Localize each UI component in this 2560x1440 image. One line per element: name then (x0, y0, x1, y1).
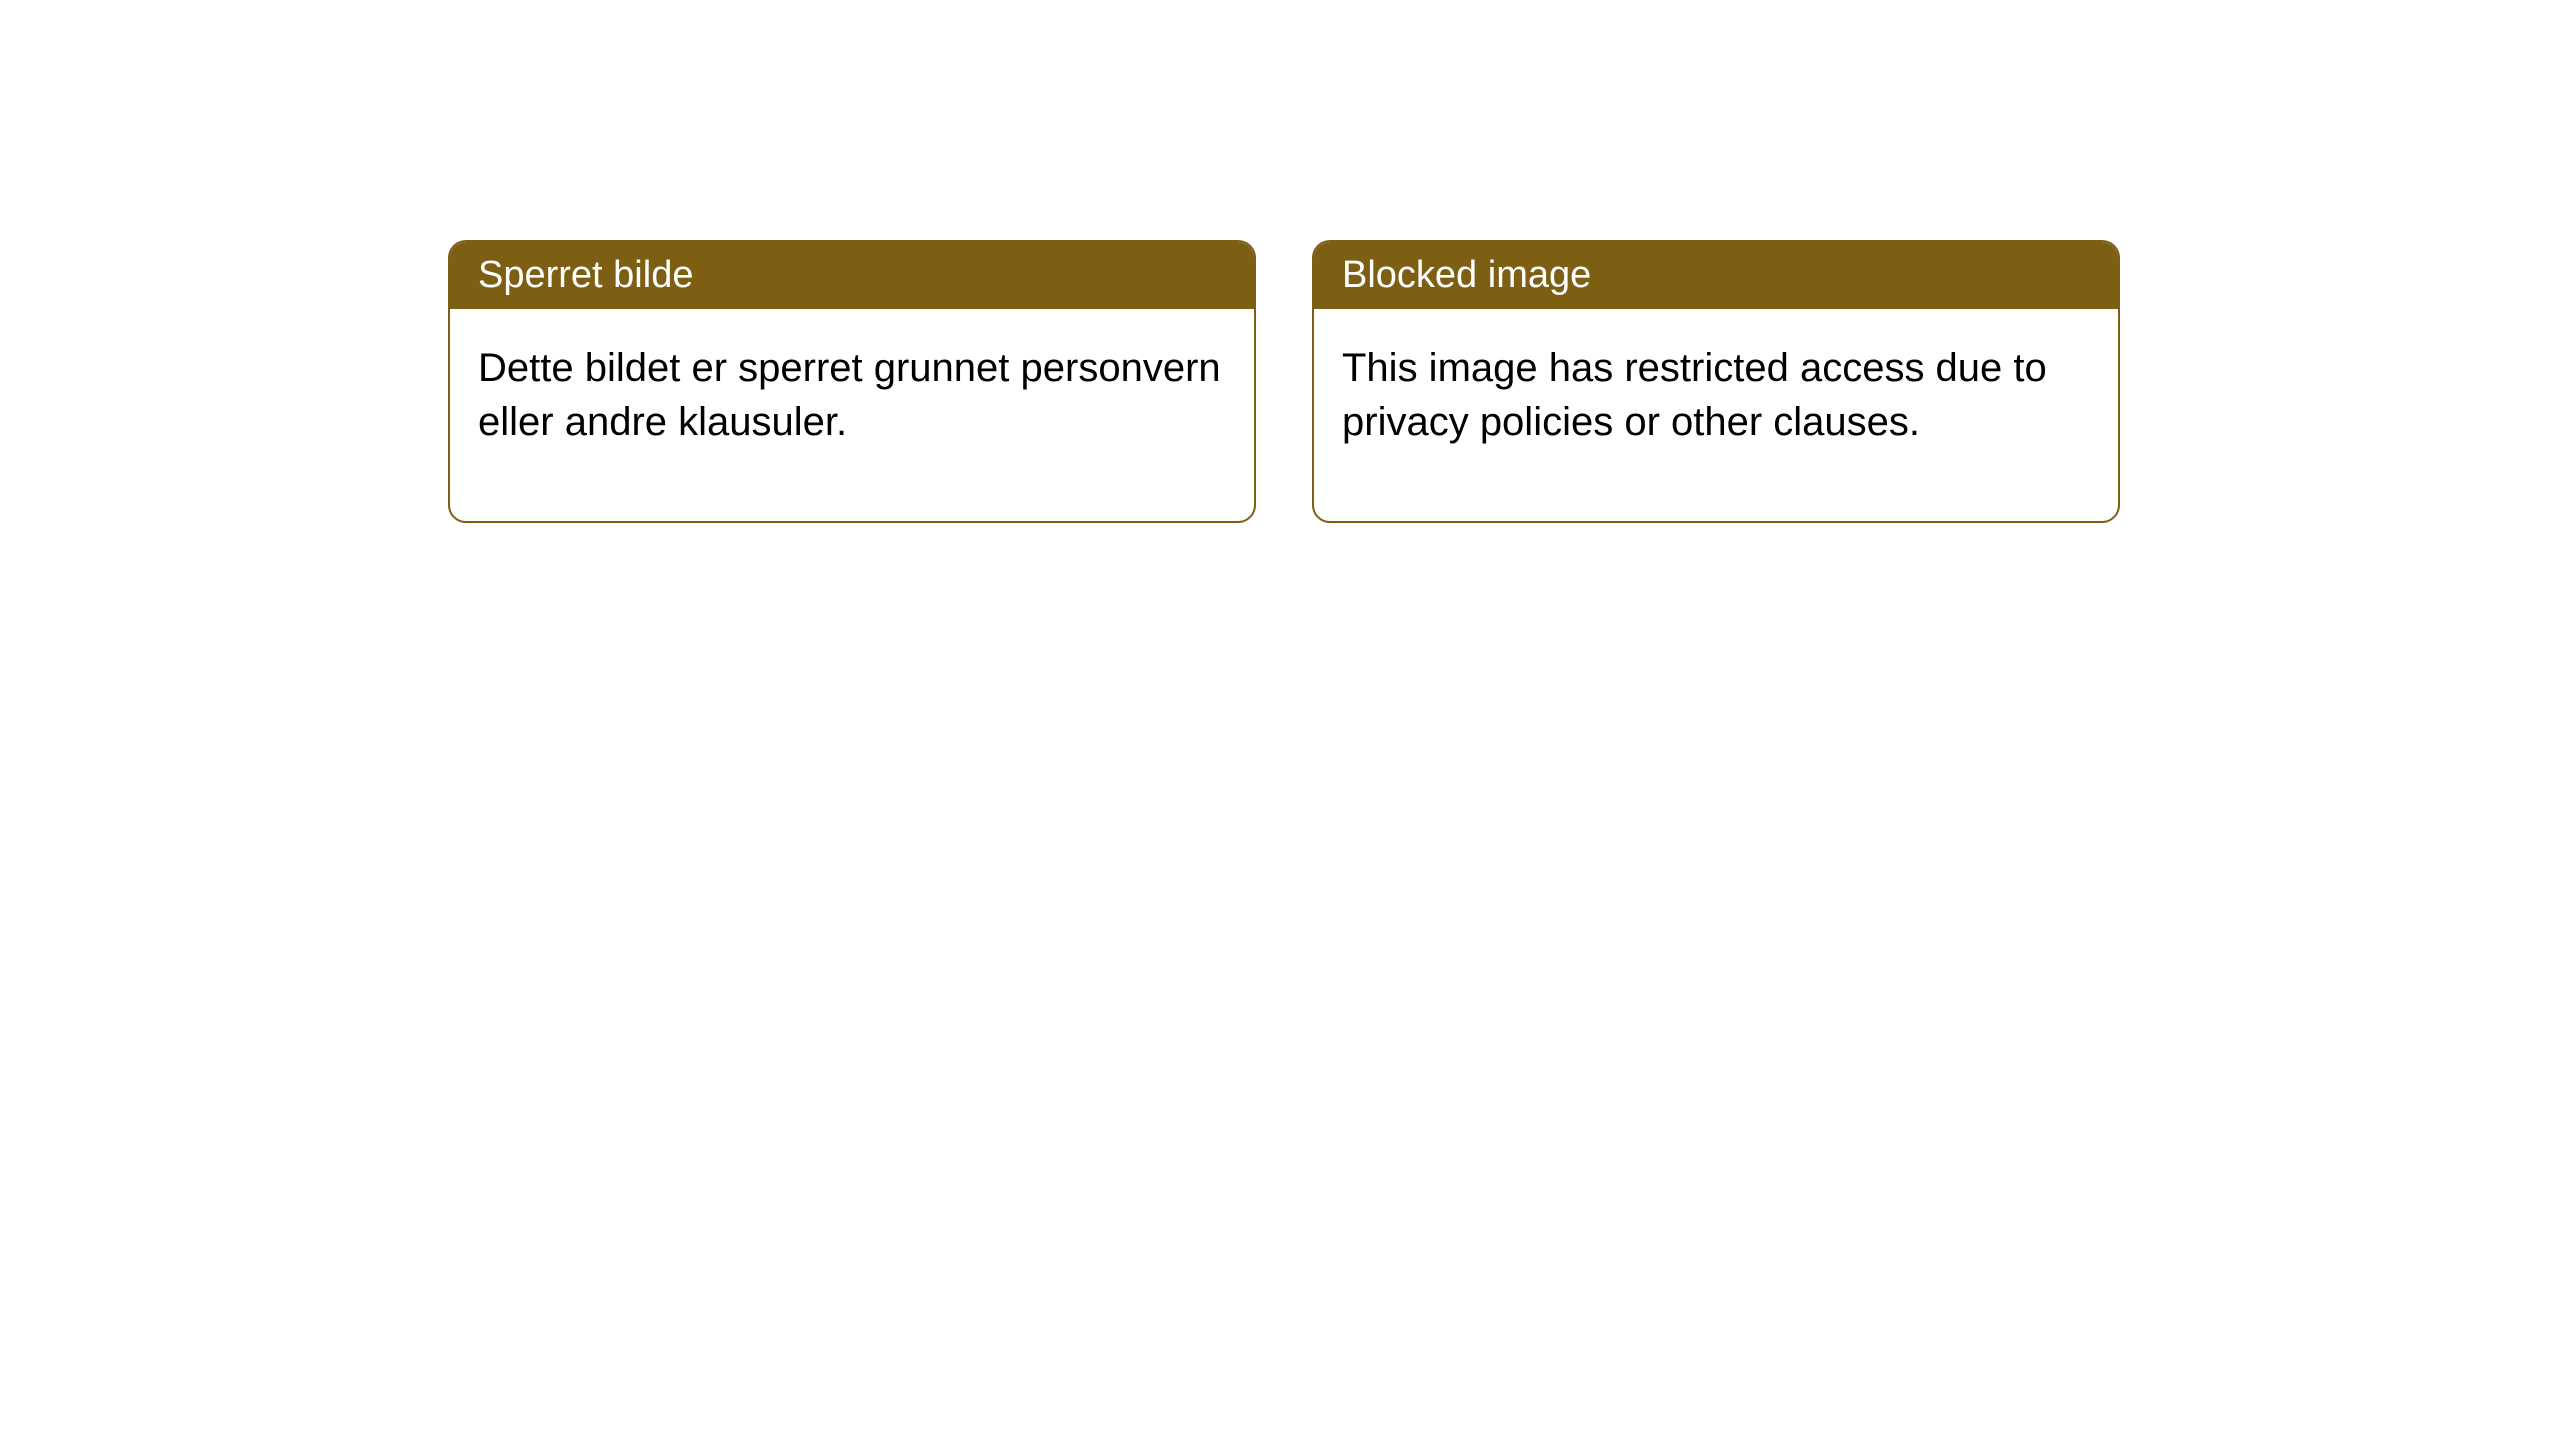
notice-card-norwegian: Sperret bilde Dette bildet er sperret gr… (448, 240, 1256, 523)
notice-body: Dette bildet er sperret grunnet personve… (450, 309, 1254, 521)
notice-title: Sperret bilde (478, 254, 693, 296)
notice-title: Blocked image (1342, 254, 1591, 296)
notice-card-english: Blocked image This image has restricted … (1312, 240, 2120, 523)
notice-header: Blocked image (1314, 242, 2118, 309)
notice-body: This image has restricted access due to … (1314, 309, 2118, 521)
notice-message: Dette bildet er sperret grunnet personve… (478, 346, 1221, 444)
notice-container: Sperret bilde Dette bildet er sperret gr… (0, 0, 2560, 523)
notice-message: This image has restricted access due to … (1342, 346, 2047, 444)
notice-header: Sperret bilde (450, 242, 1254, 309)
